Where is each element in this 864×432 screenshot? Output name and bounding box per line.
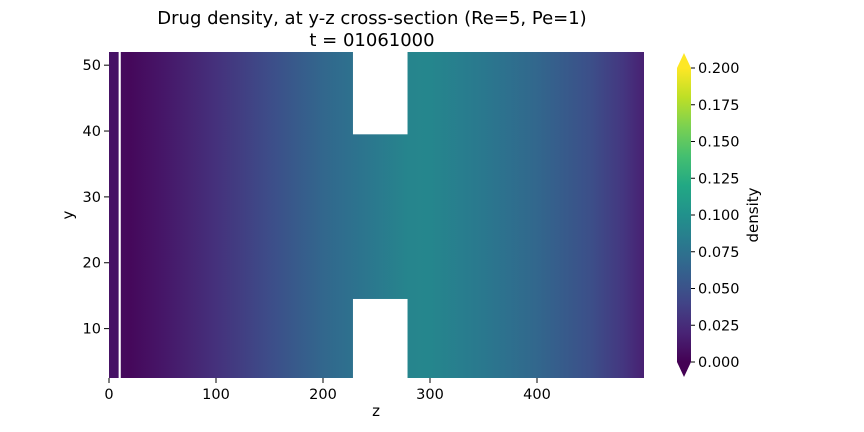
y-tick-label: 50 xyxy=(83,58,101,74)
colorbar-tick-label: 0.125 xyxy=(698,171,740,187)
colorbar-tick-label: 0.025 xyxy=(698,318,740,334)
masked-region xyxy=(352,52,408,135)
colorbar: 0.000 0.025 0.050 0.075 0.100 0.125 0.150 0.175… xyxy=(677,53,740,377)
y-axis: 10 20 30 40 50 xyxy=(83,58,109,338)
colorbar-extend-max xyxy=(677,53,691,68)
y-tick-label: 20 xyxy=(83,256,101,272)
colorbar-extend-min xyxy=(677,362,691,377)
masked-regions xyxy=(118,52,408,378)
x-tick-label: 100 xyxy=(202,387,230,403)
colorbar-tick-label: 0.175 xyxy=(698,98,740,114)
chart-title: Drug density, at y-z cross-section (Re=5… xyxy=(157,8,586,29)
x-tick-label: 300 xyxy=(416,387,444,403)
colorbar-tick-label: 0.075 xyxy=(698,245,740,261)
colorbar-tick-label: 0.000 xyxy=(698,355,740,371)
colorbar-ticks: 0.000 0.025 0.050 0.075 0.100 0.125 0.150 0.175… xyxy=(691,61,740,371)
colorbar-tick-label: 0.150 xyxy=(698,135,740,151)
y-tick-label: 10 xyxy=(83,322,101,338)
colorbar-tick-label: 0.200 xyxy=(698,61,740,77)
colorbar-tick-label: 0.100 xyxy=(698,208,740,224)
x-axis-label: z xyxy=(372,402,380,420)
colorbar-label: density xyxy=(744,187,762,242)
masked-region xyxy=(352,298,408,378)
x-tick-label: 0 xyxy=(104,387,113,403)
y-axis-label: y xyxy=(59,210,77,219)
plot-area xyxy=(109,52,644,378)
y-tick-label: 40 xyxy=(83,124,101,140)
y-tick-label: 30 xyxy=(83,190,101,206)
chart-subtitle: t = 01061000 xyxy=(309,30,434,51)
masked-region xyxy=(118,52,121,378)
x-axis: 0 100 200 300 400 xyxy=(104,378,551,403)
x-tick-label: 200 xyxy=(309,387,337,403)
x-tick-label: 400 xyxy=(523,387,551,403)
colorbar-gradient xyxy=(677,68,691,362)
colorbar-tick-label: 0.050 xyxy=(698,282,740,298)
